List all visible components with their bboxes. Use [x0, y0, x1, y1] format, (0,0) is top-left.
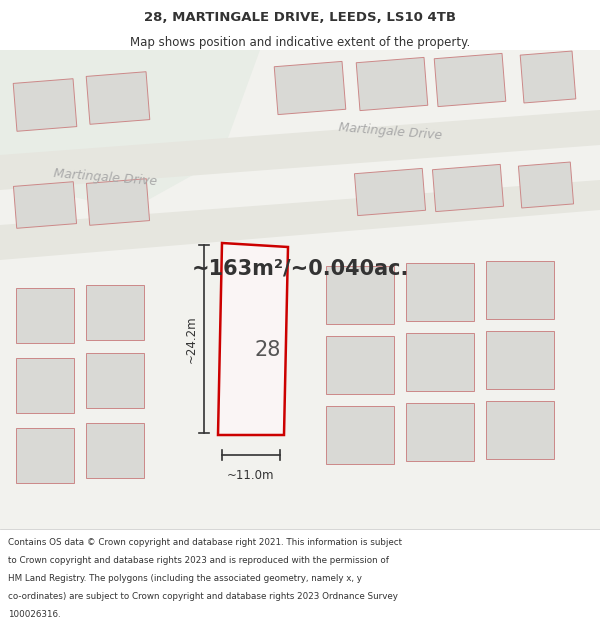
Text: Contains OS data © Crown copyright and database right 2021. This information is : Contains OS data © Crown copyright and d…: [8, 538, 402, 547]
Bar: [406, 403, 474, 461]
Bar: [326, 406, 394, 464]
Bar: [86, 285, 144, 340]
Polygon shape: [433, 164, 503, 212]
Text: ~11.0m: ~11.0m: [227, 469, 275, 482]
Text: Martingale Drive: Martingale Drive: [338, 121, 442, 142]
Bar: [486, 401, 554, 459]
Text: 28, MARTINGALE DRIVE, LEEDS, LS10 4TB: 28, MARTINGALE DRIVE, LEEDS, LS10 4TB: [144, 11, 456, 24]
Text: ~163m²/~0.040ac.: ~163m²/~0.040ac.: [191, 258, 409, 278]
Polygon shape: [355, 168, 425, 216]
Polygon shape: [13, 182, 77, 228]
Polygon shape: [86, 72, 150, 124]
Bar: [406, 263, 474, 321]
Polygon shape: [520, 51, 576, 103]
Text: HM Land Registry. The polygons (including the associated geometry, namely x, y: HM Land Registry. The polygons (includin…: [8, 574, 362, 582]
Polygon shape: [0, 50, 260, 210]
Bar: [486, 261, 554, 319]
Bar: [486, 331, 554, 389]
Polygon shape: [274, 61, 346, 114]
Text: Map shows position and indicative extent of the property.: Map shows position and indicative extent…: [130, 36, 470, 49]
Bar: [86, 353, 144, 408]
Polygon shape: [0, 110, 600, 190]
Bar: [326, 336, 394, 394]
Text: ~24.2m: ~24.2m: [185, 315, 198, 362]
Polygon shape: [86, 179, 149, 225]
Text: 28: 28: [255, 340, 281, 360]
Text: 100026316.: 100026316.: [8, 610, 61, 619]
Polygon shape: [356, 58, 428, 111]
Polygon shape: [434, 53, 506, 107]
Bar: [406, 333, 474, 391]
Text: co-ordinates) are subject to Crown copyright and database rights 2023 Ordnance S: co-ordinates) are subject to Crown copyr…: [8, 592, 398, 601]
Polygon shape: [0, 180, 600, 260]
Bar: [16, 288, 74, 343]
Bar: [86, 423, 144, 478]
Bar: [16, 428, 74, 483]
Bar: [16, 358, 74, 413]
Bar: [326, 266, 394, 324]
Polygon shape: [518, 162, 574, 208]
Text: to Crown copyright and database rights 2023 and is reproduced with the permissio: to Crown copyright and database rights 2…: [8, 556, 389, 564]
Text: Martingale Drive: Martingale Drive: [53, 168, 157, 189]
Polygon shape: [218, 243, 288, 435]
Polygon shape: [13, 79, 77, 131]
